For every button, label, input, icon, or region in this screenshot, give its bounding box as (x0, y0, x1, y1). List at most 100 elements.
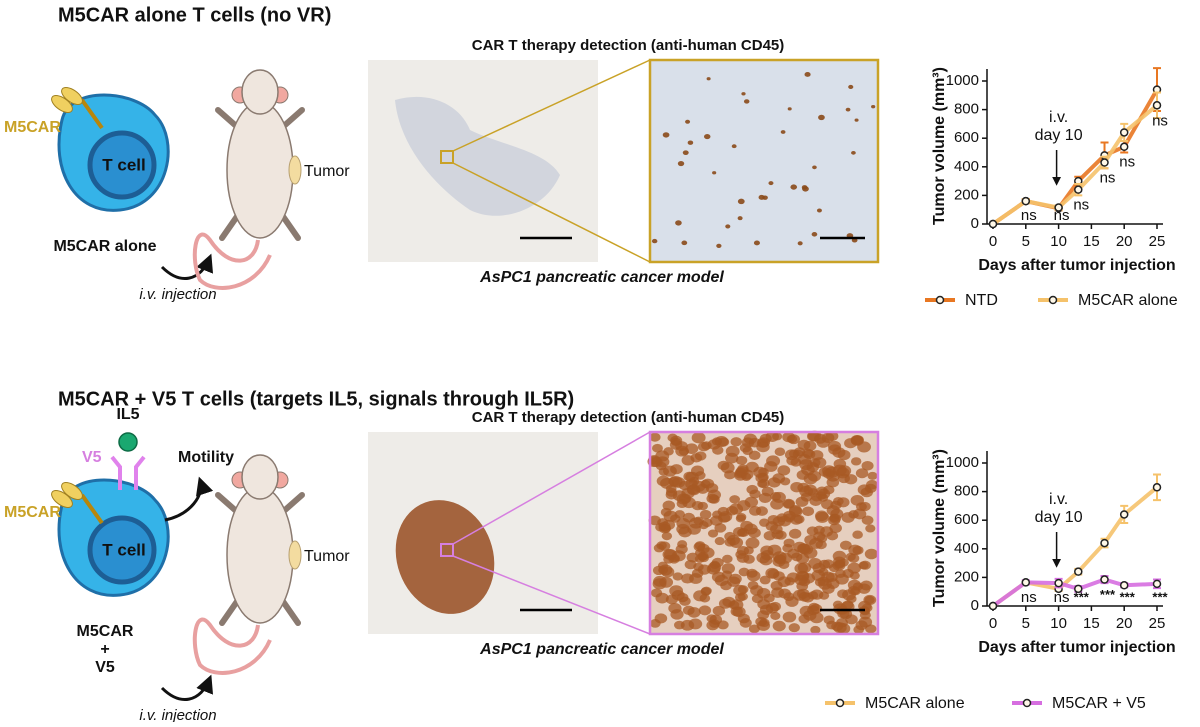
stained-cell (677, 540, 688, 549)
stained-cell (808, 558, 822, 569)
model-caption: AsPC1 pancreatic cancer model (479, 269, 724, 286)
stained-cell (759, 604, 774, 616)
effect-label: Motility (178, 449, 234, 466)
x-axis-label: Days after tumor injection (978, 639, 1175, 656)
legend-label: NTD (965, 292, 998, 309)
data-point (1074, 584, 1083, 594)
car-label: M5CAR (4, 119, 61, 136)
data-point (1074, 567, 1083, 576)
stained-cell (685, 119, 691, 124)
stained-cell (714, 523, 727, 533)
stained-cell (861, 515, 874, 525)
stained-cell (686, 552, 700, 563)
mouse-limbs (215, 107, 305, 241)
legend-marker (1022, 698, 1032, 708)
significance-label: ns (1021, 589, 1037, 606)
stained-cell (823, 615, 835, 625)
stained-cell (816, 437, 830, 448)
stained-cell (737, 613, 750, 624)
route-label: i.v. injection (139, 286, 216, 303)
stained-cell (729, 573, 742, 584)
stained-cell (648, 515, 661, 526)
stained-cell (858, 616, 873, 628)
stained-cell (847, 553, 860, 563)
zoom-frame (648, 58, 880, 264)
stained-cell (837, 449, 851, 461)
x-tick-label: 5 (1022, 233, 1030, 250)
stained-cell (745, 537, 760, 549)
stained-cell (670, 464, 683, 475)
y-tick-label: 200 (954, 186, 979, 203)
stained-cell (660, 507, 672, 517)
stained-cell (741, 92, 746, 96)
y-tick-label: 800 (954, 101, 979, 118)
annotation: i.v. (1049, 491, 1068, 508)
y-tick-label: 200 (954, 568, 979, 585)
stained-cell (780, 477, 791, 486)
stained-cell (737, 592, 748, 601)
stained-cell (803, 473, 818, 485)
stained-cell (707, 529, 719, 538)
stained-cell (717, 437, 730, 447)
stained-cell (656, 541, 667, 550)
data-point (1100, 575, 1109, 584)
stained-cell (810, 625, 821, 635)
stained-cell (850, 457, 862, 466)
ligand-label: IL5 (116, 406, 139, 423)
x-tick-label: 15 (1083, 615, 1100, 632)
legend-marker (935, 295, 945, 305)
data-point (1074, 185, 1083, 194)
x-axis-label: Days after tumor injection (978, 257, 1175, 274)
stained-cell (839, 540, 852, 551)
stained-cell (725, 224, 731, 229)
stained-cell (822, 583, 835, 594)
stained-cell (745, 461, 759, 473)
significance-label: ns (1100, 169, 1116, 186)
mouse-body (226, 486, 294, 624)
stained-cell (821, 499, 834, 510)
zoom-line (452, 59, 651, 152)
stained-cell (712, 605, 726, 616)
stained-cell (735, 514, 746, 523)
stained-cell (685, 479, 698, 490)
stained-cell (852, 508, 867, 520)
stained-cell (664, 549, 678, 560)
data-point (1021, 196, 1031, 206)
stained-cell (823, 485, 835, 495)
y-tick-label: 800 (954, 483, 979, 500)
stained-cell (706, 620, 719, 631)
stained-cell (865, 524, 876, 533)
zoom-box (440, 150, 454, 164)
stained-cell (833, 556, 846, 567)
stained-cell (653, 575, 667, 587)
stained-cell (759, 575, 771, 585)
stained-cell (797, 241, 803, 246)
y-tick-label: 600 (954, 511, 979, 528)
stained-cell (735, 550, 747, 559)
stained-cell (673, 620, 685, 630)
stained-cell (806, 431, 820, 442)
stained-cell (790, 184, 798, 190)
data-point (988, 219, 998, 229)
data-point (1054, 203, 1063, 212)
car-stalk (80, 493, 104, 525)
stained-cell (746, 484, 758, 495)
stained-cell (711, 571, 726, 583)
mouse-head (241, 454, 279, 500)
stained-cell (763, 531, 776, 541)
cell-label: T cell (102, 540, 145, 559)
treatment-label: M5CAR alone (53, 238, 156, 255)
stained-cell (665, 594, 679, 605)
stained-cell (871, 104, 876, 109)
stained-cell (859, 560, 871, 570)
significance-label: ns (1152, 112, 1168, 129)
stained-cell (705, 483, 719, 494)
stained-cell (811, 232, 818, 237)
stained-cell (661, 531, 673, 541)
stained-cell (802, 186, 809, 192)
stained-cell (800, 492, 813, 502)
stained-cell (835, 569, 846, 578)
model-caption: AsPC1 pancreatic cancer model (479, 641, 724, 658)
significance-label: *** (1074, 589, 1090, 604)
stained-cell (761, 486, 774, 497)
